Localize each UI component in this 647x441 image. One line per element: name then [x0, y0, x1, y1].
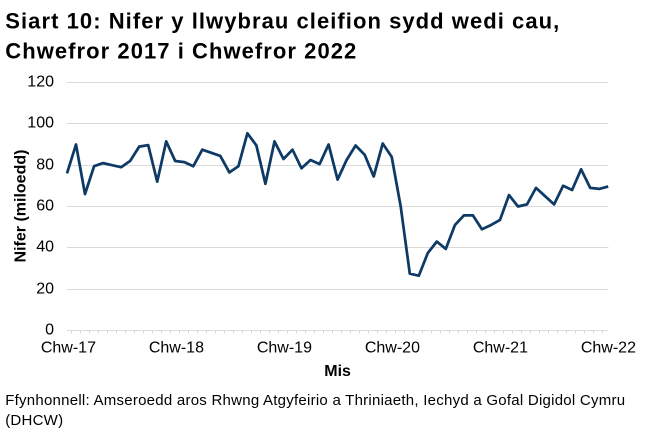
svg-text:Ffynhonnell: Amseroedd aros Rh: Ffynhonnell: Amseroedd aros Rhwng Atgyfe… — [5, 392, 625, 409]
svg-text:Chw-20: Chw-20 — [365, 340, 420, 357]
svg-text:Mis: Mis — [324, 363, 351, 380]
svg-text:80: 80 — [36, 157, 54, 174]
svg-text:40: 40 — [36, 239, 54, 256]
svg-text:Chw-21: Chw-21 — [473, 340, 528, 357]
svg-text:Nifer (miloedd): Nifer (miloedd) — [12, 150, 29, 263]
svg-text:Chw-19: Chw-19 — [257, 340, 312, 357]
svg-text:0: 0 — [45, 322, 54, 339]
svg-text:(DHCW): (DHCW) — [5, 412, 63, 429]
svg-text:Siart 10: Nifer y llwybrau cle: Siart 10: Nifer y llwybrau cleifion sydd… — [5, 8, 560, 33]
svg-text:60: 60 — [36, 198, 54, 215]
svg-text:Chw-22: Chw-22 — [581, 340, 636, 357]
svg-text:Chw-18: Chw-18 — [149, 340, 204, 357]
svg-text:100: 100 — [27, 115, 54, 132]
svg-text:Chwefror 2017 i Chwefror 2022: Chwefror 2017 i Chwefror 2022 — [5, 39, 357, 64]
svg-text:Chw-17: Chw-17 — [41, 340, 96, 357]
svg-text:20: 20 — [36, 281, 54, 298]
svg-text:120: 120 — [27, 74, 54, 91]
